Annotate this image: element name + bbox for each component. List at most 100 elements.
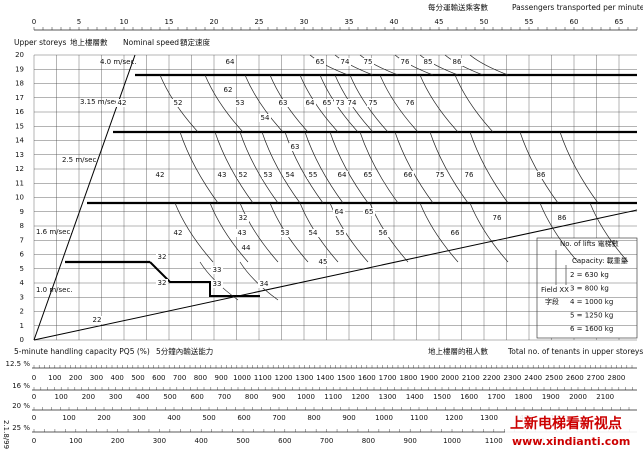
field-label: 65 [316, 58, 325, 66]
legend-entry: 4 = 1000 kg [570, 298, 613, 306]
field-label: 86 [537, 171, 546, 179]
field-curve [559, 131, 599, 204]
field-curve [359, 54, 399, 76]
floor-label: 17 [15, 94, 24, 102]
field-label: 66 [404, 171, 413, 179]
legend-text: No. of lifts 電梯數 [560, 239, 619, 248]
floor-label: 3 [20, 293, 24, 301]
scale-tick-label: 300 [132, 414, 145, 422]
scale-tick-label: 700 [272, 414, 285, 422]
field-curve [261, 131, 301, 204]
field-label: 76 [465, 171, 474, 179]
scale-tick-label: 1000 [443, 437, 461, 445]
label-bg [339, 58, 351, 66]
top-tick-label: 15 [165, 18, 174, 26]
scale-tick-label: 2600 [566, 374, 584, 382]
scale-tick-label: 1200 [275, 374, 293, 382]
field-label: 66 [451, 229, 460, 237]
floor-label: 11 [15, 179, 24, 187]
label-bg [314, 58, 326, 66]
scale-tick-label: 600 [278, 437, 291, 445]
label-bg [402, 171, 414, 179]
field-curve [209, 202, 249, 263]
bottom-label: 5-minute handling capacity PQ5 (%) [14, 347, 150, 356]
field-label: 63 [291, 143, 300, 151]
label-bg [377, 229, 389, 237]
label-bg [535, 171, 547, 179]
scale-tick-label: 1000 [233, 374, 251, 382]
scale-tick-label: 1300 [480, 414, 498, 422]
field-label: 75 [436, 171, 445, 179]
scale-tick-label: 300 [109, 393, 122, 401]
scale-tick-label: 1000 [297, 393, 315, 401]
field-label: 42 [118, 99, 127, 107]
floor-label: 6 [20, 251, 25, 259]
scale-label: 20 % [12, 402, 30, 410]
legend-entry: 3 = 800 kg [570, 285, 609, 293]
side-note: 2.1.8/99 [2, 420, 10, 449]
scale-tick-label: 1800 [399, 374, 417, 382]
field-curve [519, 131, 559, 204]
title-en: Passengers transported per minute [512, 3, 643, 12]
label-bg [333, 208, 345, 216]
field-label: 74 [348, 99, 357, 107]
label-bg [172, 229, 184, 237]
label-bg [211, 280, 223, 288]
field-curve [239, 261, 279, 301]
scale-tick-label: 1300 [379, 393, 397, 401]
field-curve [539, 202, 579, 263]
field-label: 44 [242, 244, 251, 252]
floor-label: 14 [15, 137, 24, 145]
label-bg [334, 99, 346, 107]
axis-label: 額定速度 [180, 37, 210, 47]
scale-tick-label: 500 [202, 414, 215, 422]
field-label: 63 [279, 99, 288, 107]
floor-label: 13 [15, 151, 24, 159]
scale-tick-label: 200 [69, 374, 82, 382]
scale-tick-label: 700 [218, 393, 231, 401]
field-curve [244, 74, 284, 133]
scale-tick-label: 1200 [445, 414, 463, 422]
field-curve [589, 202, 629, 263]
field-label: 65 [323, 99, 332, 107]
field-label: 42 [156, 171, 165, 179]
scale-tick-label: 300 [153, 437, 166, 445]
scale-tick-label: 200 [82, 393, 95, 401]
field-label: 42 [174, 229, 183, 237]
field-label: 75 [369, 99, 378, 107]
scale-tick-label: 900 [272, 393, 285, 401]
field-label: 65 [365, 208, 374, 216]
field-label: 64 [338, 171, 347, 179]
legend-text: Capacity: 載重量 [572, 256, 628, 265]
label-bg [463, 171, 475, 179]
capacity-boundary [33, 209, 638, 341]
field-label: 54 [309, 229, 318, 237]
field-label: 64 [226, 58, 235, 66]
label-bg [258, 280, 270, 288]
scale-tick-label: 200 [97, 414, 110, 422]
speed-label: 1.6 m/sec. [36, 228, 73, 236]
field-label: 76 [493, 214, 502, 222]
scale-tick-label: 600 [191, 393, 204, 401]
label-bg [211, 266, 223, 274]
field-label: 86 [453, 58, 462, 66]
field-curve [329, 131, 369, 204]
axis-label: Upper storeys [14, 38, 67, 47]
label-bg [172, 99, 184, 107]
scale-tick-label: 100 [69, 437, 82, 445]
top-tick-label: 30 [300, 18, 309, 26]
field-label: 65 [364, 171, 373, 179]
scale-tick-label: 2500 [545, 374, 563, 382]
legend-text: 字段 [545, 297, 559, 306]
field-curve [349, 74, 389, 133]
top-tick-label: 10 [120, 18, 129, 26]
scale-tick-label: 1100 [485, 437, 503, 445]
field-label: 56 [379, 229, 388, 237]
scale-tick-label: 2000 [569, 393, 587, 401]
floor-label: 8 [20, 222, 24, 230]
speed-label: 3.15 m/sec. [80, 98, 121, 106]
scale-tick-label: 400 [195, 437, 208, 445]
field-label: 54 [286, 171, 295, 179]
scale-tick-label: 700 [173, 374, 186, 382]
scale-tick-label: 800 [362, 437, 375, 445]
